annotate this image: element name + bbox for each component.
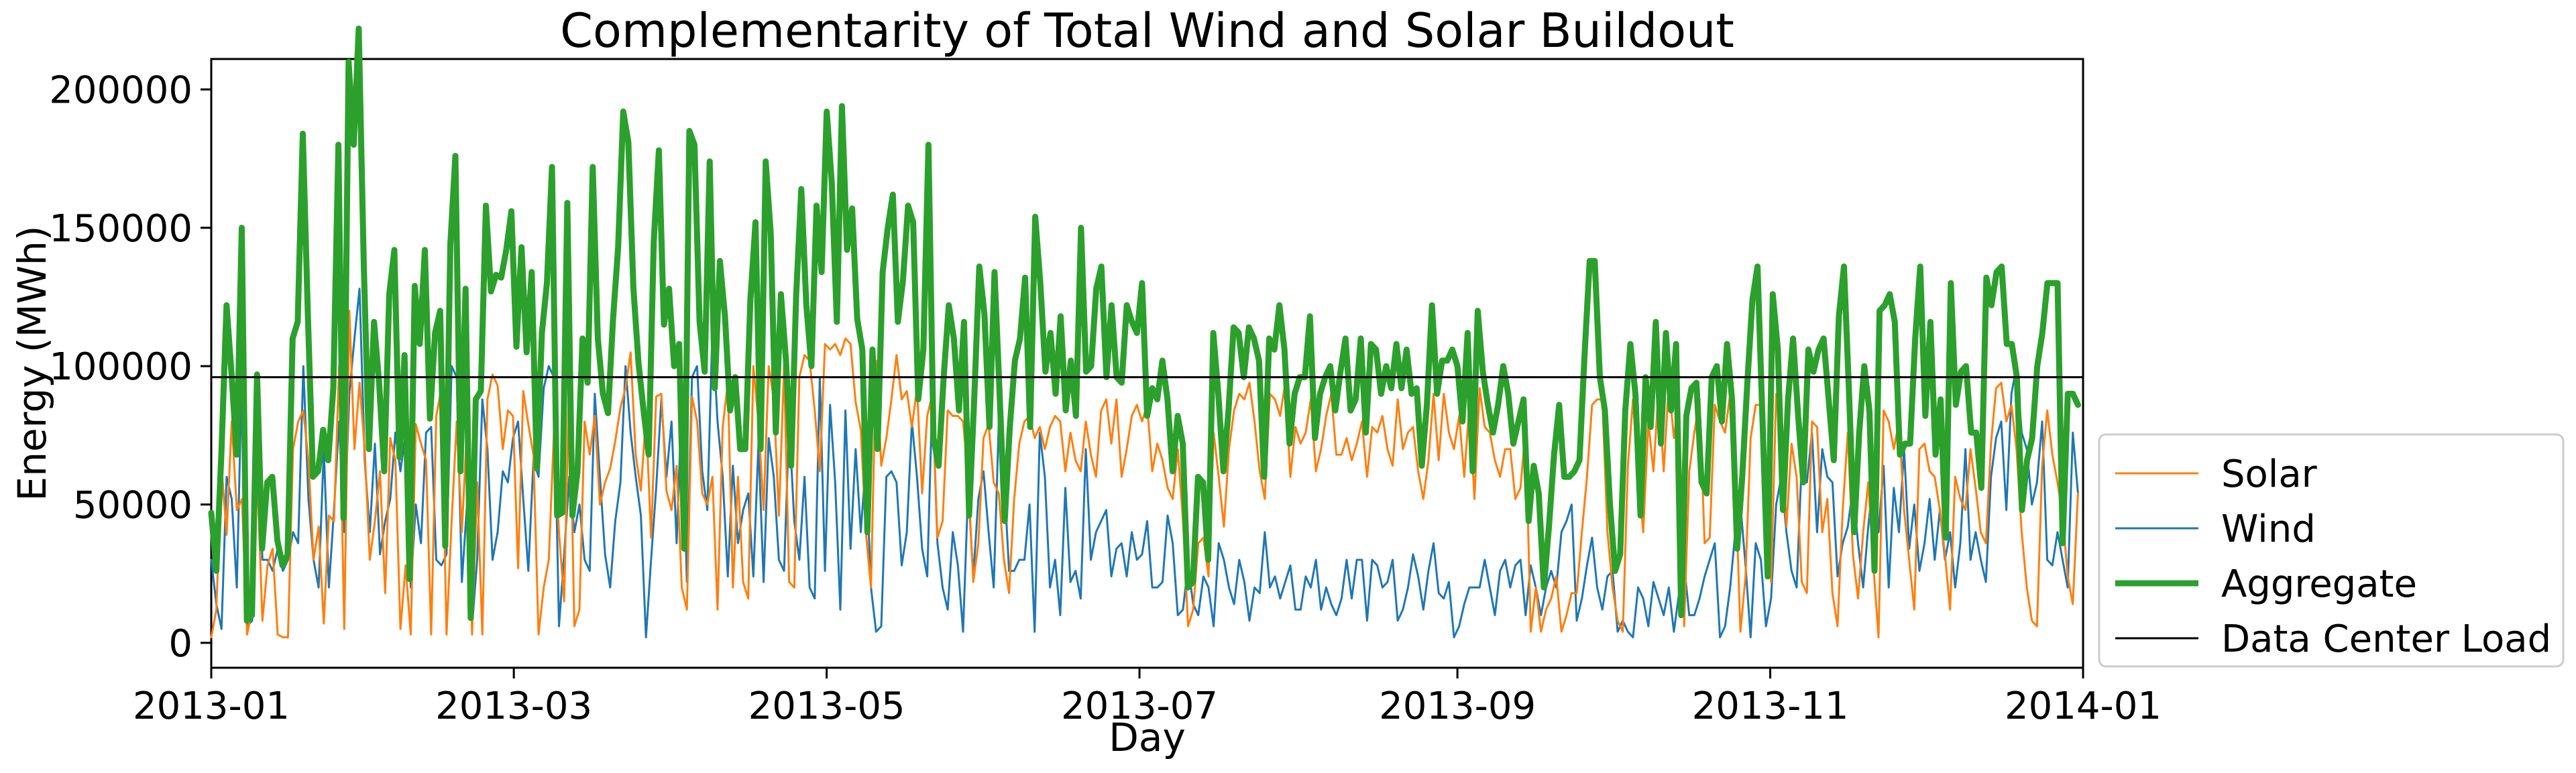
x-tick-label: 2013-03: [435, 685, 592, 728]
plot-frame: [210, 58, 2084, 669]
x-tick-label: 2013-07: [1061, 685, 1218, 728]
series-line-aggregate: [208, 25, 2081, 624]
legend-label-aggregate: Aggregate: [2221, 562, 2417, 606]
legend-label-data-center-load: Data Center Load: [2221, 617, 2551, 661]
y-axis: 0 50000 100000 150000 200000: [49, 68, 211, 666]
series-line-wind: [210, 288, 2079, 639]
legend-box: [2098, 433, 2565, 668]
y-tick-label: 0: [168, 622, 192, 666]
x-axis-label: Day: [1109, 715, 1186, 760]
legend: Solar Wind Aggregate Data Center Load: [2098, 433, 2565, 668]
x-tick-label: 2014-01: [2005, 685, 2162, 728]
y-axis-label: Energy (MWh): [9, 226, 55, 501]
series-layer: [208, 25, 2083, 639]
y-tick-label: 50000: [73, 483, 192, 527]
x-tick-label: 2013-11: [1692, 685, 1849, 728]
y-tick-label: 100000: [49, 345, 192, 389]
legend-label-solar: Solar: [2221, 453, 2318, 496]
legend-label-wind: Wind: [2221, 508, 2316, 551]
x-tick-label: 2013-09: [1379, 685, 1536, 728]
plot-area: [208, 25, 2084, 669]
y-tick-label: 200000: [49, 68, 192, 112]
x-axis: 2013-01 2013-03 2013-05 2013-07 2013-09 2013-…: [133, 668, 2162, 728]
x-tick-label: 2013-01: [133, 685, 290, 728]
y-tick-label: 150000: [49, 207, 192, 251]
x-tick-label: 2013-05: [748, 685, 905, 728]
chart-title: Complementarity of Total Wind and Solar …: [560, 3, 1734, 58]
